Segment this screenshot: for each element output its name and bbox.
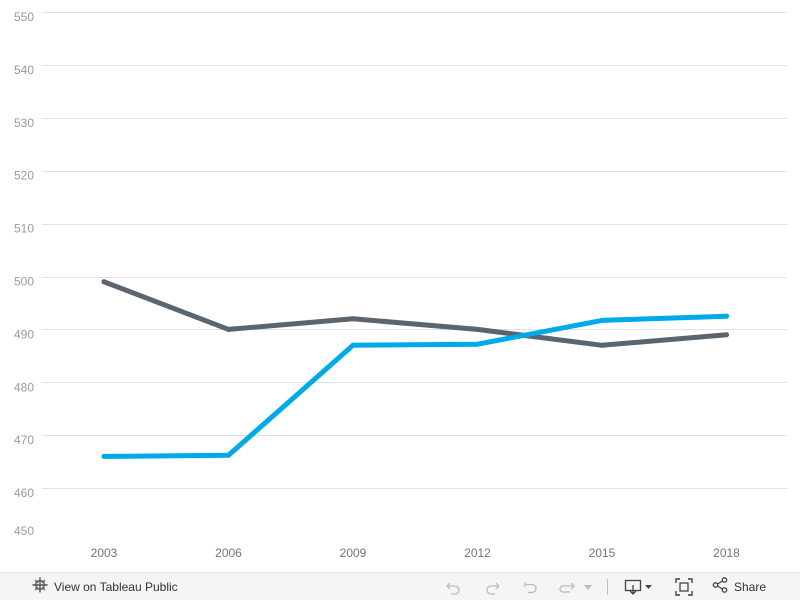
- y-tick-label: 500: [14, 275, 34, 289]
- toolbar-separator: [606, 578, 608, 595]
- revert-icon[interactable]: [519, 573, 543, 600]
- y-tick-label: 530: [14, 116, 34, 130]
- x-tick-label: 2003: [91, 546, 118, 560]
- data-point[interactable]: [724, 313, 729, 319]
- y-tick-label: 460: [14, 486, 34, 500]
- data-point[interactable]: [599, 342, 605, 348]
- y-tick-label: 520: [14, 169, 34, 183]
- x-tick-label: 2006: [215, 546, 242, 560]
- x-axis-ticks: 2003 2006 2009 2012 2015 2018: [91, 546, 741, 560]
- dropdown-icon[interactable]: [581, 573, 595, 600]
- x-tick-label: 2009: [340, 546, 367, 560]
- y-tick-label: 510: [14, 222, 34, 236]
- tableau-logo-icon: [32, 577, 48, 596]
- download-icon[interactable]: [622, 573, 656, 600]
- x-tick-label: 2018: [713, 546, 740, 560]
- series-lines: [101, 279, 729, 459]
- share-button[interactable]: Share: [712, 573, 800, 600]
- data-point[interactable]: [101, 453, 107, 459]
- chart-area: 450 460 470 480 490 500 510 520 530 540 550 2003 20…: [14, 10, 787, 560]
- data-point[interactable]: [475, 341, 480, 347]
- series-line-1[interactable]: [101, 279, 729, 348]
- data-point[interactable]: [101, 279, 107, 285]
- data-point[interactable]: [475, 326, 480, 332]
- data-point[interactable]: [599, 317, 605, 323]
- view-on-tableau-public-link[interactable]: View on Tableau Public: [32, 577, 178, 596]
- y-tick-label: 480: [14, 380, 34, 394]
- fullscreen-icon[interactable]: [674, 573, 694, 600]
- x-tick-label: 2015: [589, 546, 616, 560]
- view-on-tableau-public-label: View on Tableau Public: [54, 579, 178, 594]
- data-point[interactable]: [226, 326, 231, 332]
- y-tick-label: 540: [14, 63, 34, 77]
- share-label: Share: [733, 579, 766, 594]
- y-tick-label: 550: [14, 10, 34, 24]
- y-tick-label: 490: [14, 327, 34, 341]
- series-line-2[interactable]: [101, 313, 729, 459]
- toolbar-actions: Share: [441, 573, 800, 600]
- y-tick-label: 470: [14, 433, 34, 447]
- share-icon: [712, 577, 728, 596]
- tableau-toolbar: View on Tableau Public: [0, 572, 800, 600]
- gridlines: [42, 12, 787, 489]
- x-tick-label: 2012: [464, 546, 491, 560]
- refresh-icon[interactable]: [555, 573, 579, 600]
- data-point[interactable]: [226, 452, 231, 458]
- undo-icon[interactable]: [441, 573, 465, 600]
- data-point[interactable]: [350, 316, 356, 322]
- data-point[interactable]: [350, 342, 356, 348]
- redo-icon[interactable]: [481, 573, 505, 600]
- data-point[interactable]: [724, 332, 729, 338]
- y-tick-label: 450: [14, 524, 34, 538]
- y-axis-ticks: 450 460 470 480 490 500 510 520 530 540 550: [14, 10, 34, 538]
